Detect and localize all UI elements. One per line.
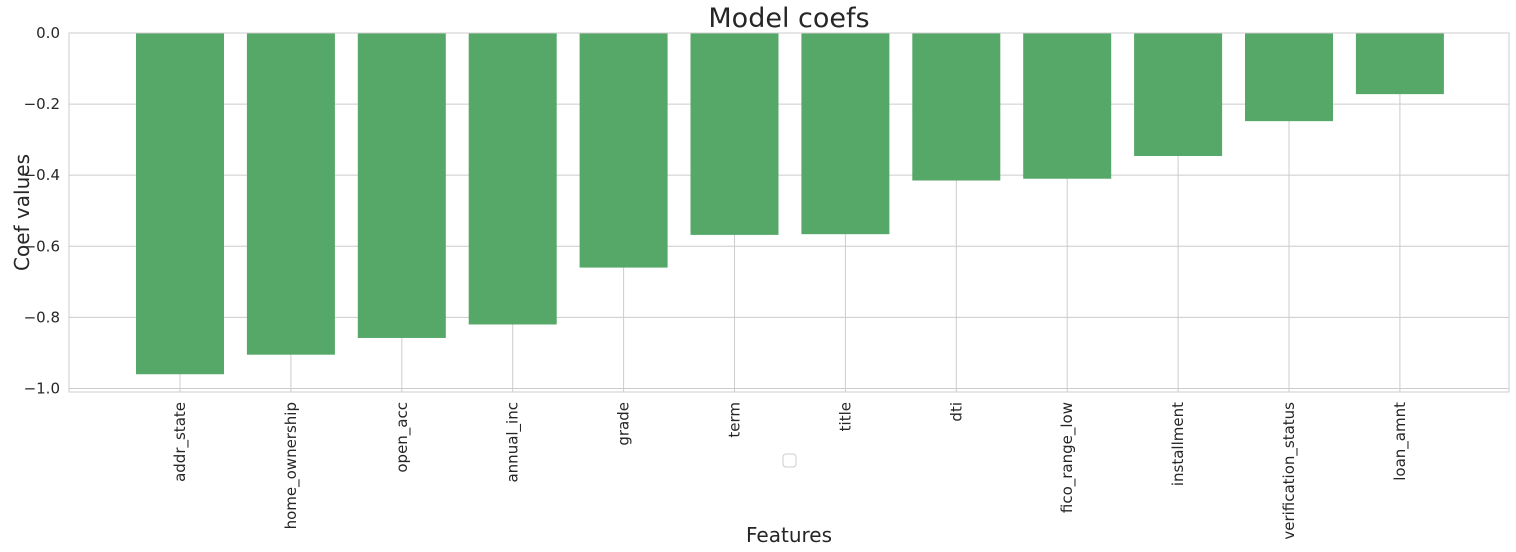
y-tick-label: −1.0 — [24, 379, 60, 397]
bar-fico_range_low — [1023, 33, 1112, 179]
y-tick-label: −0.8 — [24, 308, 60, 326]
bar-term — [690, 33, 779, 235]
bar-layer — [136, 33, 1444, 375]
y-tick-label: −0.2 — [24, 95, 60, 113]
x-axis-label: Features — [746, 523, 832, 547]
x-tick-label: grade — [615, 402, 633, 446]
bar-annual_inc — [468, 33, 557, 325]
bar-title — [801, 33, 890, 235]
y-tick-label: −0.4 — [24, 166, 60, 184]
bar-installment — [1134, 33, 1223, 156]
x-tick-label: annual_inc — [504, 402, 523, 483]
bar-dti — [912, 33, 1001, 181]
legend-box — [782, 453, 797, 468]
plot-frame — [68, 32, 1510, 393]
y-tick-label: 0.0 — [36, 24, 60, 42]
x-tick-label: fico_range_low — [1058, 402, 1077, 513]
x-tick-label: term — [726, 402, 744, 438]
chart-title: Model coefs — [708, 3, 869, 34]
x-tick-label: addr_state — [171, 402, 190, 482]
x-tick-label: home_ownership — [282, 402, 301, 529]
x-tick-label: open_acc — [393, 402, 412, 473]
bar-verification_status — [1245, 33, 1333, 122]
y-axis-label: Coef values — [10, 154, 34, 271]
x-tick-label: dti — [947, 402, 965, 422]
bar-loan_amnt — [1355, 33, 1444, 95]
x-tick-label: title — [836, 402, 854, 431]
bar-home_ownership — [246, 33, 335, 355]
bar-grade — [579, 33, 668, 268]
bar-addr_state — [136, 33, 224, 375]
x-tick-labels: addr_state home_ownership open_acc annual_i… — [171, 402, 1410, 540]
x-tick-label: installment — [1169, 402, 1187, 486]
bar-open_acc — [357, 33, 446, 338]
y-tick-label: −0.6 — [24, 237, 60, 255]
y-tick-labels: 0.0 −0.2 −0.4 −0.6 −0.8 −1.0 — [24, 24, 60, 397]
x-tick-label: verification_status — [1280, 402, 1299, 540]
x-tick-label: loan_amnt — [1391, 402, 1410, 481]
